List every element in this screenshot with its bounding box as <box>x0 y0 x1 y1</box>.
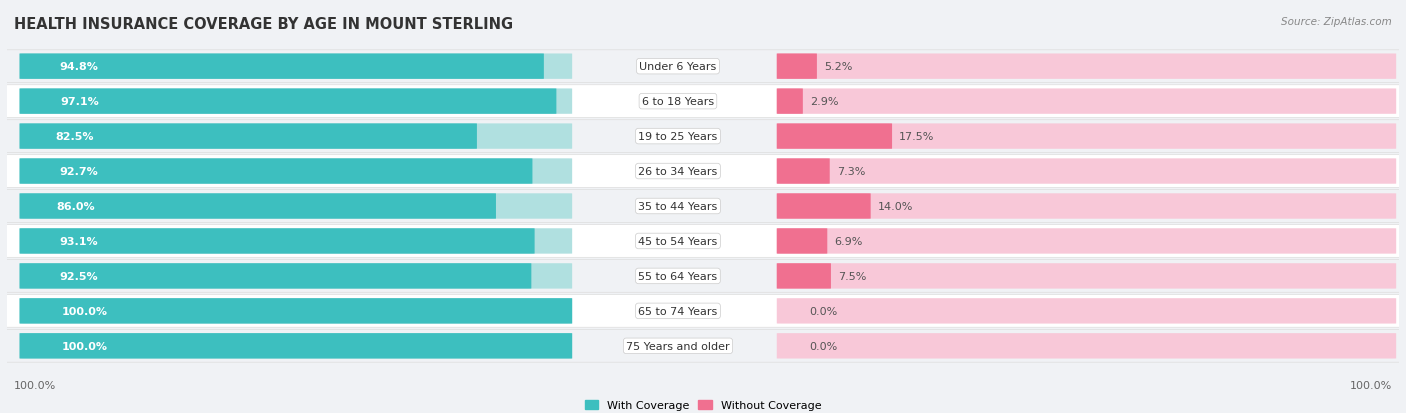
FancyBboxPatch shape <box>776 55 1396 80</box>
Text: 14.0%: 14.0% <box>877 202 912 211</box>
FancyBboxPatch shape <box>20 299 572 324</box>
Text: 93.1%: 93.1% <box>59 236 98 247</box>
FancyBboxPatch shape <box>776 194 870 219</box>
FancyBboxPatch shape <box>776 55 817 80</box>
Text: 35 to 44 Years: 35 to 44 Years <box>638 202 717 211</box>
Legend: With Coverage, Without Coverage: With Coverage, Without Coverage <box>581 395 825 413</box>
FancyBboxPatch shape <box>776 263 831 289</box>
Text: 0.0%: 0.0% <box>808 306 837 316</box>
FancyBboxPatch shape <box>20 229 534 254</box>
Text: 5.2%: 5.2% <box>824 62 852 72</box>
Text: 7.3%: 7.3% <box>837 166 865 177</box>
Text: 86.0%: 86.0% <box>56 202 96 211</box>
Text: 2.9%: 2.9% <box>810 97 838 107</box>
FancyBboxPatch shape <box>0 330 1406 362</box>
Text: 55 to 64 Years: 55 to 64 Years <box>638 271 717 281</box>
FancyBboxPatch shape <box>776 299 1396 324</box>
FancyBboxPatch shape <box>0 190 1406 223</box>
FancyBboxPatch shape <box>20 299 572 324</box>
FancyBboxPatch shape <box>0 85 1406 118</box>
FancyBboxPatch shape <box>20 89 557 114</box>
FancyBboxPatch shape <box>776 229 1396 254</box>
FancyBboxPatch shape <box>0 225 1406 258</box>
FancyBboxPatch shape <box>776 229 827 254</box>
FancyBboxPatch shape <box>20 124 477 150</box>
FancyBboxPatch shape <box>0 260 1406 292</box>
FancyBboxPatch shape <box>20 333 572 358</box>
Text: 6.9%: 6.9% <box>834 236 863 247</box>
Text: 92.5%: 92.5% <box>59 271 97 281</box>
Text: Source: ZipAtlas.com: Source: ZipAtlas.com <box>1281 17 1392 26</box>
Text: 97.1%: 97.1% <box>60 97 100 107</box>
Text: 100.0%: 100.0% <box>62 341 108 351</box>
Text: 19 to 25 Years: 19 to 25 Years <box>638 132 717 142</box>
FancyBboxPatch shape <box>776 124 1396 150</box>
Text: 26 to 34 Years: 26 to 34 Years <box>638 166 717 177</box>
Text: 100.0%: 100.0% <box>62 306 108 316</box>
FancyBboxPatch shape <box>776 333 1396 358</box>
Text: 65 to 74 Years: 65 to 74 Years <box>638 306 717 316</box>
Text: 0.0%: 0.0% <box>808 341 837 351</box>
FancyBboxPatch shape <box>20 159 572 184</box>
FancyBboxPatch shape <box>20 333 572 358</box>
FancyBboxPatch shape <box>0 155 1406 188</box>
FancyBboxPatch shape <box>20 194 496 219</box>
Text: 75 Years and older: 75 Years and older <box>626 341 730 351</box>
FancyBboxPatch shape <box>0 51 1406 83</box>
Text: Under 6 Years: Under 6 Years <box>640 62 717 72</box>
FancyBboxPatch shape <box>776 124 891 150</box>
FancyBboxPatch shape <box>776 159 1396 184</box>
Text: 17.5%: 17.5% <box>898 132 935 142</box>
FancyBboxPatch shape <box>776 89 803 114</box>
FancyBboxPatch shape <box>20 89 572 114</box>
FancyBboxPatch shape <box>20 55 544 80</box>
FancyBboxPatch shape <box>776 263 1396 289</box>
FancyBboxPatch shape <box>776 194 1396 219</box>
FancyBboxPatch shape <box>776 89 1396 114</box>
Text: 45 to 54 Years: 45 to 54 Years <box>638 236 717 247</box>
FancyBboxPatch shape <box>0 121 1406 153</box>
Text: 82.5%: 82.5% <box>55 132 94 142</box>
FancyBboxPatch shape <box>0 295 1406 328</box>
FancyBboxPatch shape <box>20 263 572 289</box>
FancyBboxPatch shape <box>20 124 572 150</box>
Text: 7.5%: 7.5% <box>838 271 866 281</box>
FancyBboxPatch shape <box>20 194 572 219</box>
Text: 6 to 18 Years: 6 to 18 Years <box>643 97 714 107</box>
FancyBboxPatch shape <box>20 55 572 80</box>
FancyBboxPatch shape <box>776 159 830 184</box>
FancyBboxPatch shape <box>20 263 531 289</box>
FancyBboxPatch shape <box>20 159 533 184</box>
Text: HEALTH INSURANCE COVERAGE BY AGE IN MOUNT STERLING: HEALTH INSURANCE COVERAGE BY AGE IN MOUN… <box>14 17 513 31</box>
FancyBboxPatch shape <box>20 229 572 254</box>
Text: 100.0%: 100.0% <box>1350 380 1392 390</box>
Text: 100.0%: 100.0% <box>14 380 56 390</box>
Text: 92.7%: 92.7% <box>59 166 98 177</box>
Text: 94.8%: 94.8% <box>60 62 98 72</box>
